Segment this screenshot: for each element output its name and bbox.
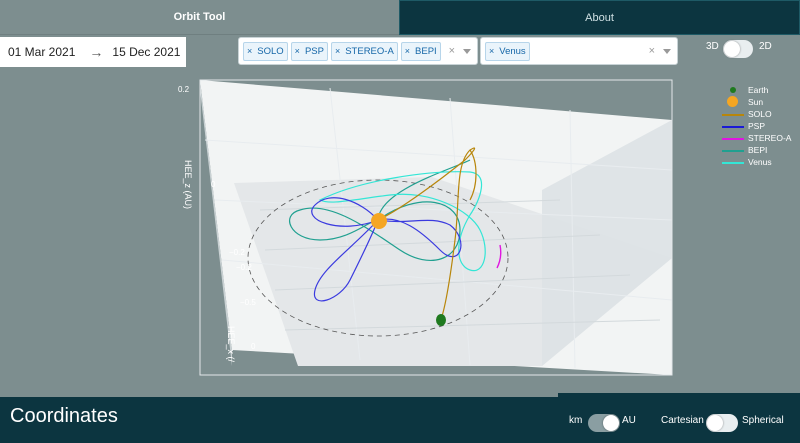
- gridlines: [204, 87, 673, 369]
- tab-about[interactable]: About: [399, 0, 800, 35]
- chevron-down-icon[interactable]: [663, 48, 671, 54]
- z-tick: −0.2: [229, 248, 245, 257]
- line-swatch-icon: [722, 162, 744, 164]
- au-label: AU: [622, 415, 636, 426]
- x-tick: −0.5: [240, 298, 256, 307]
- unit-toggle[interactable]: [588, 414, 620, 432]
- earth-orbit-path: [247, 179, 509, 337]
- solo-trajectory-loop: [469, 149, 477, 201]
- line-swatch-icon: [722, 138, 744, 140]
- x-axis-label: HEE_x (/: [226, 326, 236, 363]
- remove-chip-icon[interactable]: ×: [247, 46, 253, 56]
- legend-item-sun[interactable]: Sun: [722, 96, 791, 108]
- remove-chip-icon[interactable]: ×: [404, 46, 411, 56]
- view-dimension-toggle[interactable]: [723, 40, 753, 58]
- earth-marker: [436, 314, 446, 326]
- toggle-knob: [603, 415, 619, 431]
- line-swatch-icon: [722, 126, 744, 128]
- toggle-2d-label: 2D: [759, 41, 772, 52]
- coordinates-header: [0, 397, 560, 443]
- km-label: km: [569, 415, 583, 426]
- line-swatch-icon: [722, 150, 744, 152]
- chip-venus: × Venus: [485, 41, 530, 61]
- plot-legend: Earth Sun SOLO PSP STEREO-A BEPI Venus: [722, 84, 791, 168]
- plot-frame: [199, 79, 673, 376]
- z-tick: 0: [211, 180, 216, 189]
- remove-chip-icon[interactable]: ×: [294, 46, 300, 56]
- toggle-knob: [724, 41, 740, 57]
- sun-dot-icon: [727, 96, 738, 107]
- spacecraft-select[interactable]: × SOLO × PSP × STEREO-A × BEPI ×: [238, 37, 478, 65]
- date-range-picker[interactable]: 01 Mar 2021 → 15 Dec 2021: [0, 37, 186, 67]
- coordinate-system-toggle[interactable]: [706, 414, 738, 432]
- tab-bar: Orbit Tool About: [0, 0, 800, 35]
- legend-item-bepi[interactable]: BEPI: [722, 144, 791, 156]
- remove-chip-icon[interactable]: ×: [489, 46, 495, 56]
- psp-trajectory: [311, 197, 462, 302]
- plot-right-wall: [542, 120, 672, 366]
- toggle-knob: [707, 415, 723, 431]
- remove-chip-icon[interactable]: ×: [334, 46, 341, 56]
- chip-psp: × PSP: [290, 41, 328, 61]
- clear-icon[interactable]: ×: [448, 45, 455, 57]
- planet-select[interactable]: × Venus ×: [480, 37, 678, 65]
- x-tick: −0.2: [236, 263, 252, 272]
- line-swatch-icon: [722, 114, 744, 116]
- chip-bepi: × BEPI: [400, 41, 441, 61]
- chip-stereo-a: × STEREO-A: [330, 41, 398, 61]
- sun-marker: [371, 213, 387, 229]
- x-tick: 0: [251, 342, 256, 351]
- z-tick: 0.2: [178, 85, 190, 94]
- legend-item-psp[interactable]: PSP: [722, 120, 791, 132]
- arrow-right-icon: →: [89, 44, 104, 60]
- tab-orbit-tool[interactable]: Orbit Tool: [0, 0, 399, 35]
- cartesian-label: Cartesian: [661, 415, 704, 426]
- legend-item-stereo-a[interactable]: STEREO-A: [722, 132, 791, 144]
- legend-item-venus[interactable]: Venus: [722, 156, 791, 168]
- z-axis-label: HEE_z (AU): [183, 160, 193, 209]
- end-date[interactable]: 15 Dec 2021: [112, 45, 181, 59]
- plot-left-wall: [200, 80, 232, 366]
- chevron-down-icon[interactable]: [463, 48, 471, 54]
- orbit-3d-plot[interactable]: 0.2 0 −0.2 −0.2 −0.5 0 HEE_z (AU) HEE_x …: [0, 70, 800, 395]
- clear-icon[interactable]: ×: [648, 45, 655, 57]
- legend-item-solo[interactable]: SOLO: [722, 108, 791, 120]
- venus-trajectory: [318, 171, 486, 272]
- stereo-a-trajectory: [496, 244, 502, 269]
- spherical-label: Spherical: [742, 415, 784, 426]
- start-date[interactable]: 01 Mar 2021: [8, 45, 76, 59]
- toggle-3d-label: 3D: [706, 41, 719, 52]
- legend-item-earth[interactable]: Earth: [722, 84, 791, 96]
- earth-dot-icon: [730, 87, 736, 93]
- coordinates-title: Coordinates: [10, 405, 118, 427]
- chip-solo: × SOLO: [243, 41, 288, 61]
